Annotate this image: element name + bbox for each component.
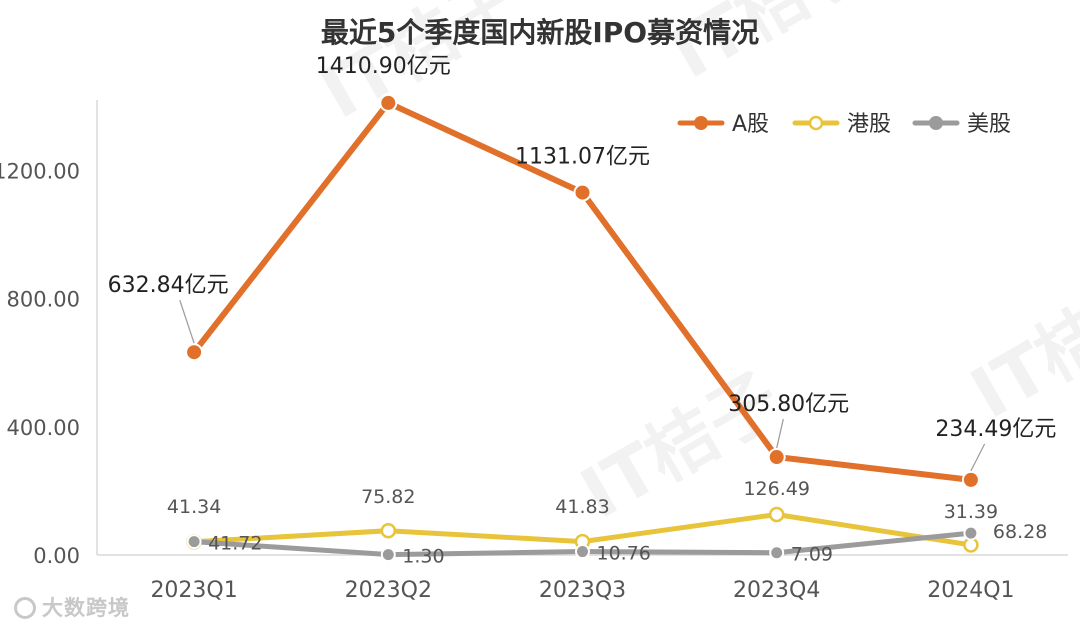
y-tick-label: 800.00 — [7, 288, 80, 312]
data-point-s1-5 — [961, 470, 980, 489]
brand-mark: 大数跨境 — [14, 592, 130, 622]
data-label-s1-3: 1131.07亿元 — [515, 145, 650, 170]
data-point-s3-5 — [963, 525, 979, 541]
legend: A股 港股 美股 — [677, 112, 1011, 137]
brand-icon — [14, 597, 36, 619]
data-label-s2-3: 41.83 — [555, 496, 609, 518]
x-tick-label: 2024Q1 — [927, 578, 1014, 603]
legend-marker-2 — [808, 115, 824, 131]
x-tick-label: 2023Q1 — [150, 578, 237, 603]
legend-marker-1 — [694, 116, 708, 130]
watermark-text: IT桔子 — [958, 257, 1080, 435]
y-tick-label: 1200.00 — [0, 159, 80, 183]
data-label-s3-3: 10.76 — [597, 543, 651, 565]
data-point-s2-2 — [380, 522, 397, 539]
data-point-s3-3 — [575, 544, 590, 560]
data-label-s2-2: 75.82 — [361, 486, 415, 508]
legend-label-1: A股 — [732, 112, 769, 137]
chart-title: 最近5个季度国内新股IPO募资情况 — [321, 16, 759, 49]
data-point-s1-3 — [573, 183, 592, 202]
data-point-s2-4 — [768, 506, 785, 523]
labels-layer: 632.84亿元 1410.90亿元 1131.07亿元 305.80亿元 234.49… — [108, 54, 1057, 568]
x-tick-label: 2023Q2 — [345, 578, 432, 603]
data-point-s3-2 — [380, 547, 396, 563]
x-tick-label: 2023Q3 — [539, 578, 626, 603]
data-point-s1-2 — [379, 93, 398, 112]
data-label-s1-4: 305.80亿元 — [728, 392, 849, 417]
data-point-s1-4 — [767, 448, 786, 467]
series-layer — [185, 93, 980, 563]
data-label-s3-2: 1.30 — [402, 546, 444, 568]
data-label-s1-2: 1410.90亿元 — [316, 54, 451, 79]
data-label-s2-1: 41.34 — [167, 496, 221, 518]
axes: 0.00 400.00 800.00 1200.00 2023Q1 2023Q2 2023Q… — [0, 100, 1068, 603]
data-point-s3-4 — [769, 545, 785, 561]
data-label-s1-1: 632.84亿元 — [108, 273, 229, 298]
legend-label-2: 港股 — [847, 112, 891, 137]
leader-line — [179, 300, 195, 344]
y-tick-label: 400.00 — [7, 416, 80, 440]
data-label-s3-4: 7.09 — [791, 544, 833, 566]
legend-label-3: 美股 — [967, 112, 1011, 137]
brand-text: 大数跨境 — [42, 596, 130, 620]
legend-marker-3 — [929, 116, 943, 130]
leader-line — [776, 418, 784, 449]
data-label-s2-5: 31.39 — [944, 501, 998, 523]
y-tick-label: 0.00 — [33, 544, 80, 568]
data-point-s1-1 — [185, 343, 204, 362]
data-point-s3-1 — [186, 534, 202, 550]
x-tick-label: 2023Q4 — [733, 578, 820, 603]
data-label-s3-1: 41.72 — [208, 533, 262, 555]
data-label-s2-4: 126.49 — [743, 478, 809, 500]
data-label-s3-5: 68.28 — [993, 521, 1047, 543]
leader-line — [970, 443, 986, 472]
data-label-s1-5: 234.49亿元 — [935, 417, 1056, 442]
